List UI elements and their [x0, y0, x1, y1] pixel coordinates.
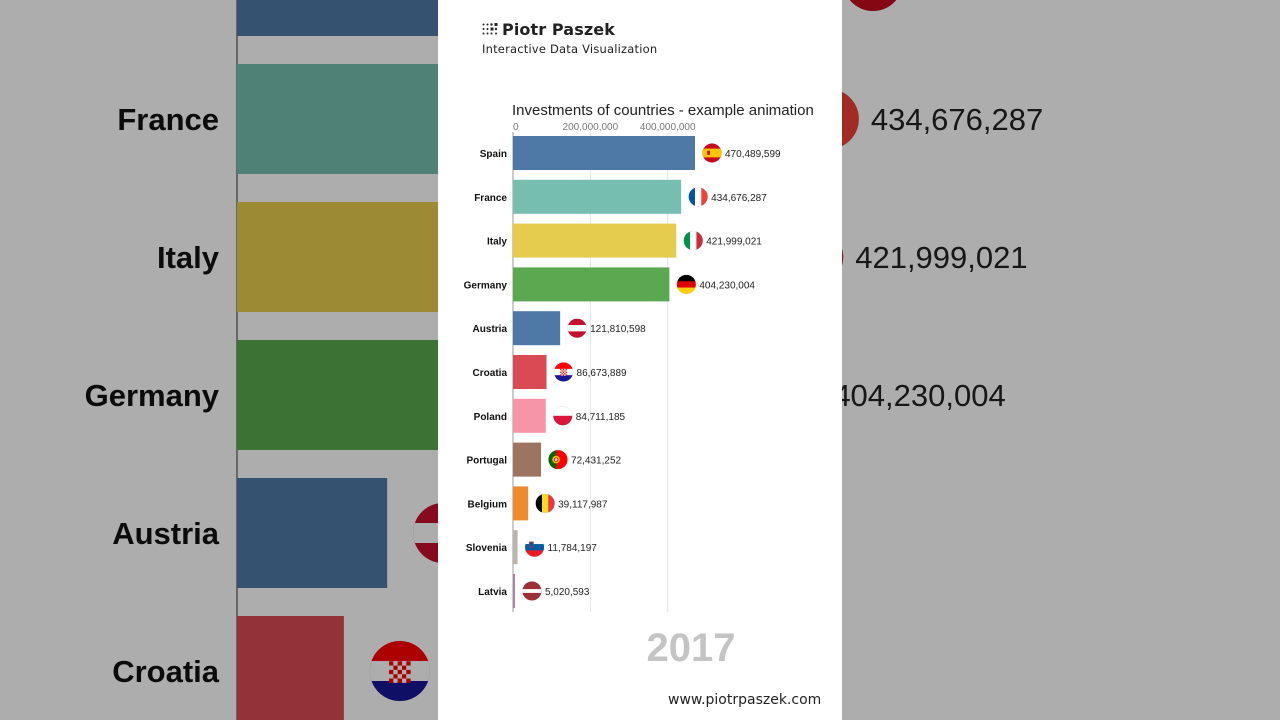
value-label: 434,676,287	[711, 193, 767, 204]
bg-value-label: 434,676,287	[871, 102, 1043, 137]
value-label: 72,431,252	[571, 456, 621, 467]
category-label: Poland	[474, 412, 507, 423]
bg-category-label: Italy	[157, 240, 220, 275]
category-label: Croatia	[473, 368, 508, 379]
value-label: 404,230,004	[699, 280, 755, 291]
bar-portugal	[513, 442, 542, 477]
bg-bar-croatia	[237, 616, 344, 720]
x-tick-label: 200,000,000	[563, 122, 619, 133]
slovenia-flag-icon	[525, 537, 545, 557]
bg-category-label: Austria	[112, 516, 220, 551]
value-label: 121,810,598	[590, 324, 646, 335]
bg-category-label: Croatia	[112, 654, 220, 689]
website-url: www.piotrpaszek.com	[668, 692, 822, 708]
chart-title: Investments of countries - example anima…	[512, 102, 814, 119]
spain-flag-icon	[702, 143, 722, 163]
spain-flag-icon	[843, 0, 903, 11]
bg-value-label: 404,230,004	[833, 378, 1005, 413]
category-label: Latvia	[478, 587, 507, 598]
bar-croatia	[513, 355, 547, 389]
bar-france	[513, 179, 682, 214]
bar-chart: Investments of countries - example anima…	[464, 102, 814, 670]
category-label: Germany	[464, 280, 508, 291]
x-tick-label: 0	[513, 122, 519, 133]
bar-spain	[513, 136, 695, 170]
brand-name: Piotr Paszek	[502, 20, 615, 39]
value-label: 5,020,593	[545, 587, 590, 598]
brand-subtitle: Interactive Data Visualization	[482, 42, 658, 56]
germany-flag-icon	[676, 274, 696, 294]
bg-bar-austria	[237, 478, 388, 588]
value-label: 84,711,185	[576, 412, 626, 423]
bar-belgium	[513, 486, 529, 521]
italy-flag-icon	[683, 231, 703, 251]
bar-austria	[513, 311, 561, 346]
value-label: 39,117,987	[558, 499, 608, 510]
brand-logo-icon	[482, 23, 498, 35]
value-label: 421,999,021	[706, 237, 762, 248]
bar-italy	[513, 223, 677, 258]
video-panel: Piotr Paszek Interactive Data Visualizat…	[438, 0, 842, 720]
latvia-flag-icon	[522, 581, 542, 601]
category-label: Spain	[480, 149, 507, 160]
period-label: 2017	[647, 626, 736, 670]
france-flag-icon	[688, 187, 708, 207]
value-label: 470,489,599	[725, 149, 781, 160]
portugal-flag-icon	[548, 450, 568, 470]
bar-latvia	[513, 574, 515, 608]
value-label: 86,673,889	[577, 368, 627, 379]
bar-slovenia	[513, 530, 518, 565]
bar-poland	[513, 398, 546, 433]
bg-value-label: 421,999,021	[855, 240, 1027, 275]
bg-category-label: France	[117, 102, 219, 137]
belgium-flag-icon	[535, 493, 555, 513]
category-label: Italy	[487, 237, 507, 248]
category-label: Portugal	[466, 456, 507, 467]
croatia-flag-icon	[554, 362, 574, 382]
category-label: Slovenia	[466, 543, 508, 554]
austria-flag-icon	[567, 318, 587, 338]
bar-germany	[513, 267, 670, 302]
category-label: Belgium	[468, 499, 508, 510]
category-label: France	[474, 193, 507, 204]
poland-flag-icon	[553, 406, 573, 426]
value-label: 11,784,197	[548, 543, 598, 554]
category-label: Austria	[473, 324, 508, 335]
croatia-flag-icon	[369, 641, 430, 701]
bg-category-label: Germany	[85, 378, 220, 413]
x-tick-label: 400,000,000	[640, 122, 696, 133]
